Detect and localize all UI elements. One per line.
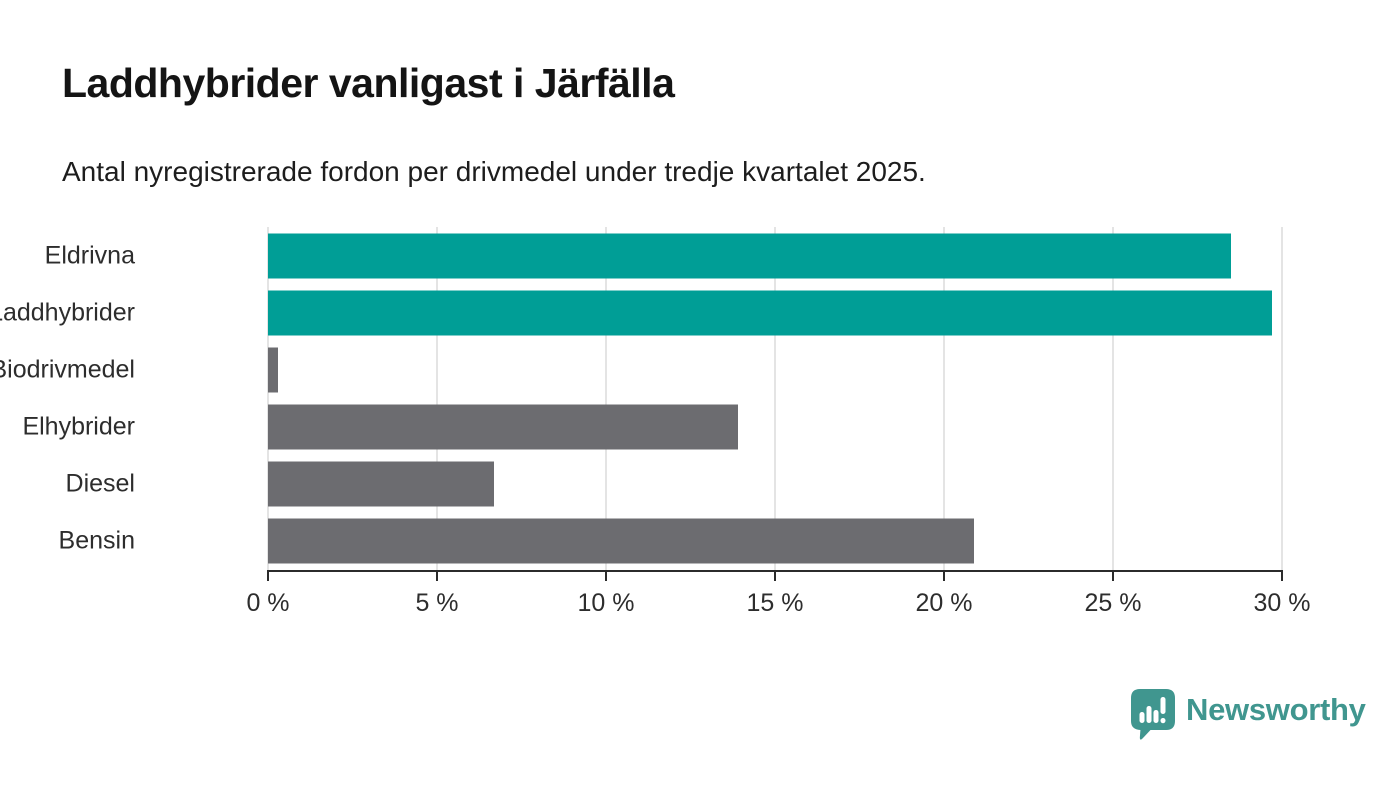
bar-chart: Eldrivna Laddhybrider Biodrivmedel Elhybrid…: [0, 227, 1400, 627]
x-tick-25: [1112, 572, 1114, 581]
x-tick-5: [436, 572, 438, 581]
newsworthy-brand: Newsworthy: [1130, 688, 1366, 740]
x-tick-15: [774, 572, 776, 581]
category-label: Laddhybrider: [0, 298, 135, 327]
bar-row-bensin: Bensin: [59, 513, 1282, 570]
bar-bensin: [268, 518, 975, 564]
plot-area: Eldrivna Laddhybrider Biodrivmedel Elhybrid…: [0, 227, 1283, 570]
chart-subtitle: Antal nyregistrerade fordon per drivmede…: [62, 156, 926, 187]
x-tick-label: 20 %: [915, 589, 973, 617]
x-tick-20: [943, 572, 945, 581]
x-tick-0: [267, 572, 269, 581]
category-label: Biodrivmedel: [0, 355, 135, 384]
category-label: Eldrivna: [44, 241, 135, 270]
brand-wordmark: Newsworthy: [1186, 692, 1366, 727]
x-tick-30: [1281, 572, 1283, 581]
bar-elhybrider: [268, 404, 738, 450]
category-label: Bensin: [58, 526, 135, 555]
x-axis-line: [267, 570, 1283, 572]
gridline-5: [436, 227, 438, 570]
gridline-30: [1281, 227, 1283, 570]
bar-row-laddhybrider: Laddhybrider: [0, 284, 1282, 341]
bar-laddhybrider: [268, 290, 1272, 336]
gridline-0: [267, 227, 269, 570]
x-tick-label: 0 %: [246, 589, 290, 617]
x-tick-10: [605, 572, 607, 581]
gridline-25: [1112, 227, 1114, 570]
bar-row-elhybrider: Elhybrider: [22, 399, 1282, 456]
bar-row-diesel: Diesel: [66, 456, 1282, 513]
gridline-20: [943, 227, 945, 570]
category-label: Elhybrider: [22, 412, 135, 441]
chart-title: Laddhybrider vanligast i Järfälla: [62, 60, 675, 106]
x-tick-label: 15 %: [746, 589, 804, 617]
bar-rows: Eldrivna Laddhybrider Biodrivmedel Elhybrid…: [0, 227, 1282, 570]
bar-row-biodrivmedel: Biodrivmedel: [0, 341, 1282, 398]
x-tick-label: 5 %: [415, 589, 459, 617]
gridline-15: [774, 227, 776, 570]
bar-diesel: [268, 461, 495, 507]
x-tick-label: 30 %: [1253, 589, 1311, 617]
category-label: Diesel: [65, 469, 135, 498]
x-tick-label: 10 %: [577, 589, 635, 617]
bar-row-eldrivna: Eldrivna: [45, 227, 1282, 284]
bar-eldrivna: [268, 233, 1232, 279]
bar-biodrivmedel: [268, 347, 279, 393]
bar-chart-speech-bubble-icon: [1131, 689, 1175, 740]
gridline-10: [605, 227, 607, 570]
x-tick-label: 25 %: [1084, 589, 1142, 617]
